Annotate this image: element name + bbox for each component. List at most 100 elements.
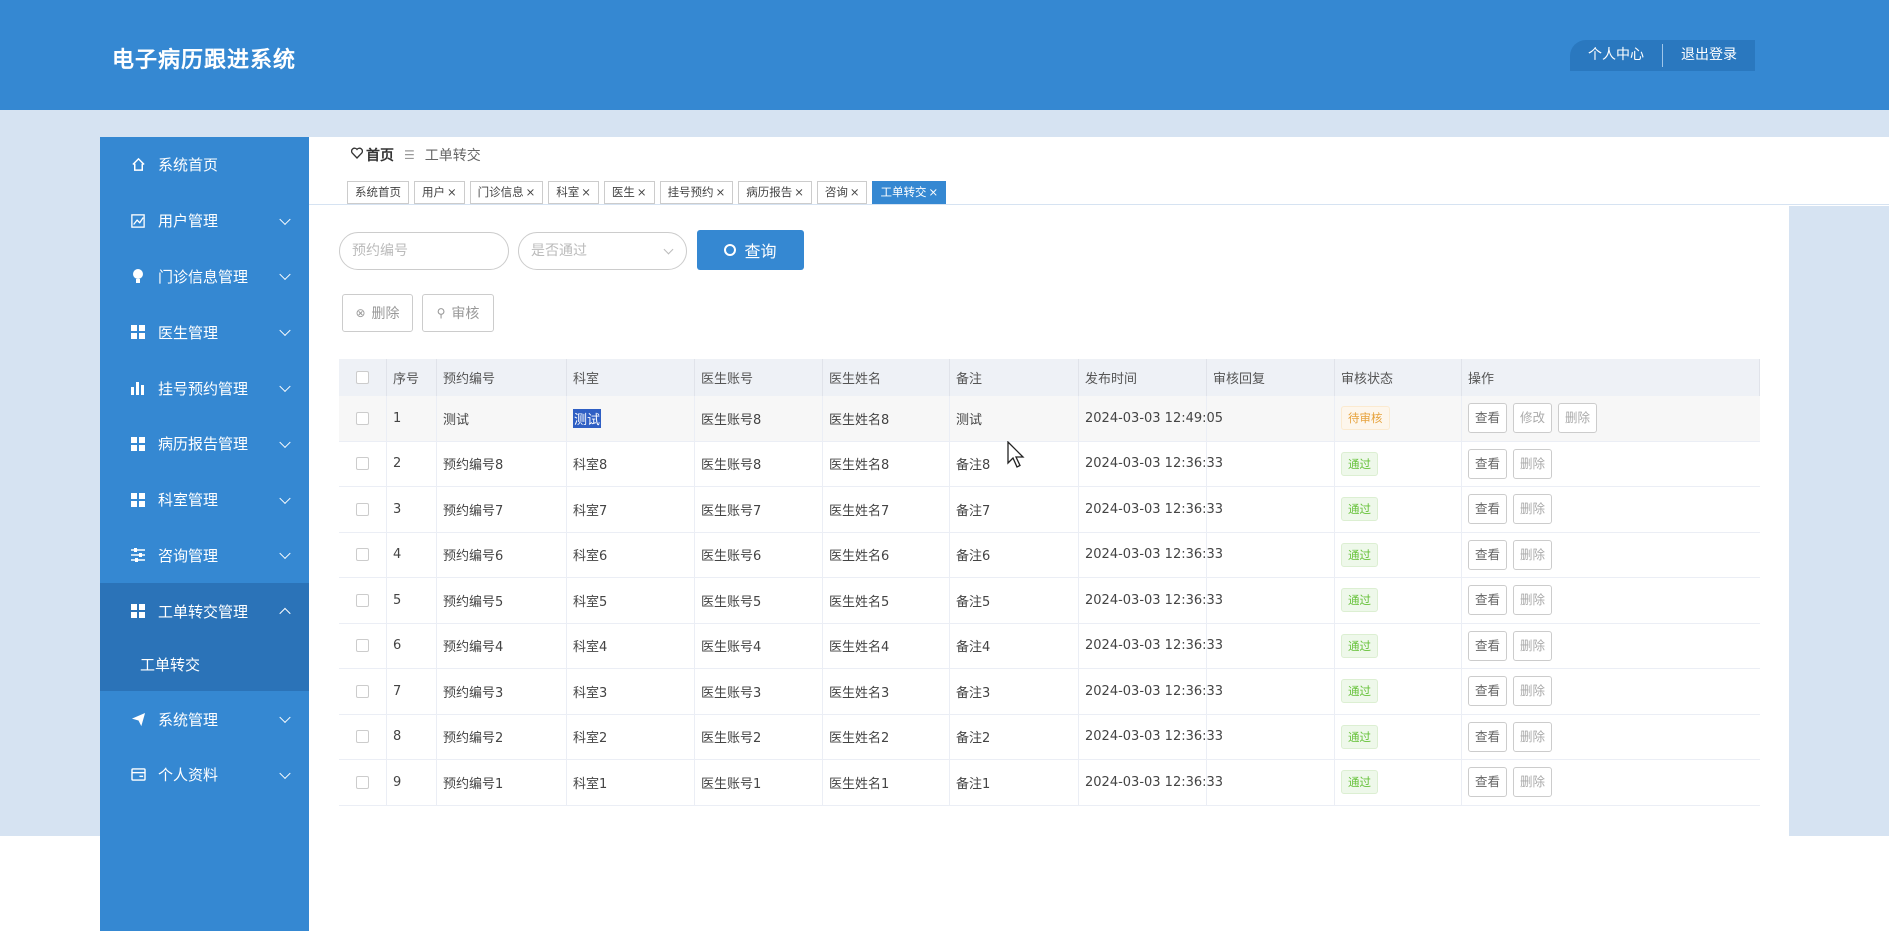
sidebar-item-doctors[interactable]: 医生管理 (100, 304, 309, 360)
sidebar-item-users[interactable]: 用户管理 (100, 193, 309, 249)
tab-work-order-transfer[interactable]: 工单转交 × (872, 181, 947, 204)
sidebar-item-medical-reports[interactable]: 病历报告管理 (100, 416, 309, 472)
delete-row-button[interactable]: 删除 (1513, 494, 1553, 525)
table-row[interactable]: 9 预约编号1 科室1 医生账号1 医生姓名1 备注1 2024-03-03 1… (339, 760, 1760, 806)
home-icon (130, 157, 146, 173)
close-icon[interactable]: × (715, 185, 726, 199)
cell-operations: 查看 删除 (1462, 624, 1760, 669)
sidebar-item-departments[interactable]: 科室管理 (100, 472, 309, 528)
sidebar-item-clinic[interactable]: 门诊信息管理 (100, 249, 309, 305)
query-button[interactable]: 查询 (697, 230, 804, 270)
cell-publish-time: 2024-03-03 12:36:33 (1079, 623, 1223, 668)
delete-row-button[interactable]: 删除 (1513, 676, 1553, 707)
close-icon[interactable]: × (849, 185, 860, 199)
stamp-icon: ⚲ (436, 306, 446, 320)
delete-row-button[interactable]: 删除 (1558, 403, 1598, 434)
sidebar-item-registration[interactable]: 挂号预约管理 (100, 360, 309, 416)
tab-medical-reports[interactable]: 病历报告 × (738, 181, 812, 204)
table-row[interactable]: 1 测试 测试 医生账号8 医生姓名8 测试 2024-03-03 12:49:… (339, 396, 1760, 442)
table-row[interactable]: 7 预约编号3 科室3 医生账号3 医生姓名3 备注3 2024-03-03 1… (339, 669, 1760, 715)
view-button[interactable]: 查看 (1468, 676, 1508, 707)
row-checkbox[interactable] (339, 441, 387, 486)
close-icon[interactable]: × (636, 185, 647, 199)
cell-review-reply (1207, 441, 1335, 486)
booking-number-input[interactable]: 预约编号 (339, 232, 509, 270)
close-icon[interactable]: × (447, 185, 457, 199)
table-row[interactable]: 8 预约编号2 科室2 医生账号2 医生姓名2 备注2 2024-03-03 1… (339, 714, 1760, 760)
tab-departments[interactable]: 科室 × (548, 181, 599, 204)
delete-button[interactable]: ⊗ 删除 (342, 294, 413, 332)
tab-clinic-info[interactable]: 门诊信息 × (469, 181, 544, 204)
cell-doctor-account: 医生账号3 (695, 669, 823, 714)
row-checkbox[interactable] (339, 760, 387, 805)
cell-doctor-name: 医生姓名3 (823, 669, 950, 714)
cell-index: 3 (387, 487, 437, 532)
row-checkbox[interactable] (339, 714, 387, 759)
select-all-checkbox[interactable] (339, 359, 387, 396)
row-checkbox[interactable] (339, 578, 387, 623)
close-icon[interactable]: × (794, 185, 804, 199)
cell-doctor-account: 医生账号8 (695, 396, 823, 441)
delete-row-button[interactable]: 删除 (1513, 448, 1553, 479)
view-button[interactable]: 查看 (1468, 448, 1508, 479)
table-row[interactable]: 3 预约编号7 科室7 医生账号7 医生姓名7 备注7 2024-03-03 1… (339, 487, 1760, 533)
table-row[interactable]: 6 预约编号4 科室4 医生账号4 医生姓名4 备注4 2024-03-03 1… (339, 623, 1760, 669)
cell-operations: 查看 删除 (1462, 715, 1760, 760)
tab-label: 医生 (611, 185, 635, 199)
view-button[interactable]: 查看 (1468, 767, 1508, 798)
edit-button[interactable]: 修改 (1513, 403, 1553, 434)
close-icon[interactable]: × (525, 185, 536, 199)
cell-publish-time: 2024-03-03 12:36:33 (1079, 441, 1223, 486)
delete-row-button[interactable]: 删除 (1513, 539, 1553, 570)
sidebar-item-profile[interactable]: 个人资料 (100, 747, 309, 803)
passed-select[interactable]: 是否通过 (518, 232, 687, 270)
view-button[interactable]: 查看 (1468, 630, 1508, 661)
status-badge: 通过 (1341, 542, 1378, 567)
tab-registration[interactable]: 挂号预约 × (659, 181, 734, 204)
delete-row-button[interactable]: 删除 (1513, 767, 1553, 798)
table-row[interactable]: 2 预约编号8 科室8 医生账号8 医生姓名8 备注8 2024-03-03 1… (339, 441, 1760, 487)
row-checkbox[interactable] (339, 623, 387, 668)
cell-doctor-account: 医生账号1 (695, 760, 823, 805)
row-checkbox[interactable] (339, 669, 387, 714)
cell-doctor-account: 医生账号2 (695, 714, 823, 759)
logout-button[interactable]: 退出登录 (1681, 47, 1737, 63)
row-checkbox[interactable] (339, 532, 387, 577)
cell-operations: 查看 删除 (1462, 760, 1760, 805)
delete-row-button[interactable]: 删除 (1513, 585, 1553, 616)
sidebar-item-system[interactable]: 系统管理 (100, 691, 309, 747)
view-button[interactable]: 查看 (1468, 403, 1508, 434)
view-button[interactable]: 查看 (1468, 721, 1508, 752)
profile-center-button[interactable]: 个人中心 (1588, 47, 1644, 63)
tab-users[interactable]: 用户 × (414, 181, 465, 204)
row-checkbox[interactable] (339, 487, 387, 532)
cell-doctor-account: 医生账号6 (695, 532, 823, 577)
tab-label: 用户 (422, 185, 445, 199)
view-button[interactable]: 查看 (1468, 585, 1508, 616)
breadcrumb-home-link[interactable]: 首页 (366, 148, 394, 164)
column-header: 序号 (387, 359, 437, 396)
cell-note: 备注1 (950, 760, 1079, 805)
sidebar-item-consultation[interactable]: 咨询管理 (100, 528, 309, 584)
sidebar-item-home[interactable]: 系统首页 (100, 137, 309, 193)
tab-system-home[interactable]: 系统首页 (347, 181, 409, 204)
cell-doctor-account: 医生账号8 (695, 441, 823, 486)
row-checkbox[interactable] (339, 396, 387, 441)
view-button[interactable]: 查看 (1468, 494, 1508, 525)
delete-row-button[interactable]: 删除 (1513, 721, 1553, 752)
table-row[interactable]: 5 预约编号5 科室5 医生账号5 医生姓名5 备注5 2024-03-03 1… (339, 578, 1760, 624)
tab-consultation[interactable]: 咨询 × (816, 181, 868, 204)
review-button[interactable]: ⚲ 审核 (422, 294, 494, 332)
delete-row-button[interactable]: 删除 (1513, 630, 1553, 661)
cell-review-reply (1207, 532, 1335, 577)
sidebar-item-work-order[interactable]: 工单转交管理 (100, 583, 309, 640)
view-button[interactable]: 查看 (1468, 539, 1508, 570)
cell-review-reply (1207, 623, 1335, 668)
close-icon[interactable]: × (928, 185, 939, 199)
chevron-down-icon (279, 548, 291, 560)
sidebar-subitem-work-order-transfer[interactable]: 工单转交 (100, 639, 309, 692)
tab-doctors[interactable]: 医生 × (603, 181, 655, 204)
table-row[interactable]: 4 预约编号6 科室6 医生账号6 医生姓名6 备注6 2024-03-03 1… (339, 532, 1760, 578)
close-icon[interactable]: × (581, 185, 591, 199)
status-badge: 通过 (1341, 451, 1378, 476)
